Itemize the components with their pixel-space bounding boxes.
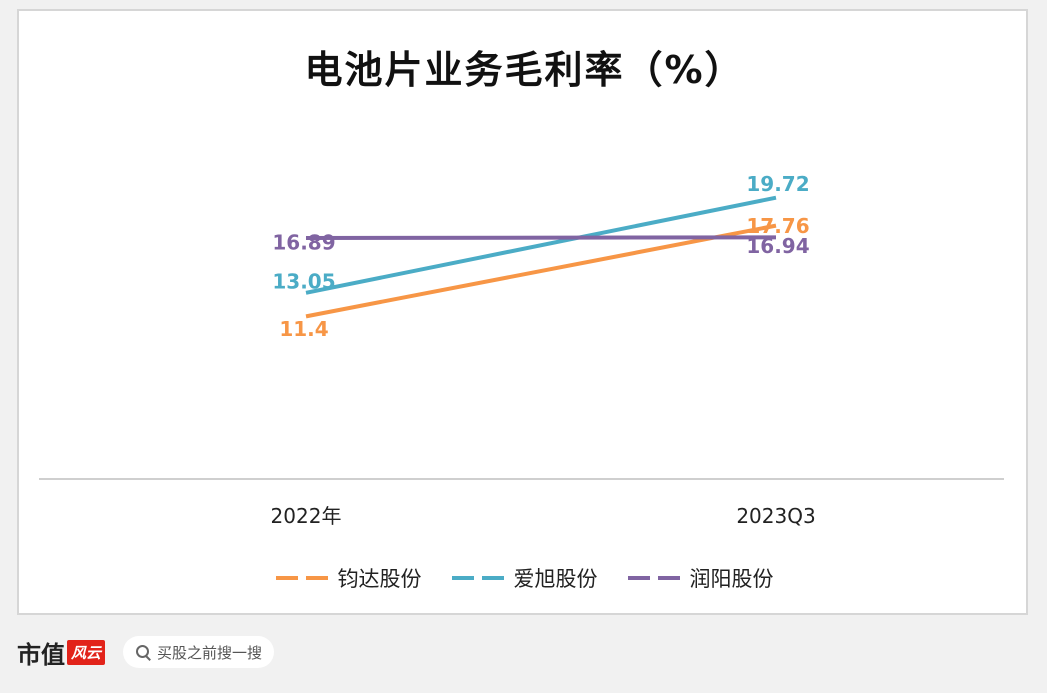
legend-swatch [275,576,330,580]
data-label: 19.72 [746,172,809,196]
legend-item: 爱旭股份 [451,563,598,593]
data-label: 11.4 [279,317,328,341]
legend-swatch [627,576,682,580]
legend-item: 润阳股份 [627,563,774,593]
legend-label: 润阳股份 [689,567,774,591]
brand-logo[interactable]: 市值 风云 [17,635,106,670]
legend-item: 钧达股份 [275,563,422,593]
chart-frame: 电池片业务毛利率（%） 2022年 2023Q3 11.4 17.76 13.05 19.… [17,9,1028,615]
chart-legend: 钧达股份 爱旭股份 润阳股份 [19,563,1030,593]
series-line [305,195,777,295]
x-tick-label: 2022年 [271,504,342,528]
legend-swatch [451,576,506,580]
legend-label: 爱旭股份 [513,567,598,591]
search-icon [135,644,151,660]
chart-title: 电池片业务毛利率（%） [304,48,745,92]
data-label: 17.76 [746,214,809,238]
search-placeholder: 买股之前搜一搜 [157,643,263,662]
legend-label: 钧达股份 [337,567,422,591]
data-label: 16.89 [272,231,335,255]
footer-bar: 市值 风云 买股之前搜一搜 [17,632,275,672]
chart-plot: 2022年 2023Q3 11.4 17.76 13.05 19.72 16.89 16.94 [39,172,1004,528]
x-tick-label: 2023Q3 [736,504,815,528]
series-line [305,223,777,319]
data-label: 16.94 [746,234,809,258]
brand-text: 市值 [17,639,65,669]
data-label: 13.05 [272,269,335,293]
brand-seal: 风云 [67,639,106,665]
search-box[interactable]: 买股之前搜一搜 [123,636,275,668]
series-line [305,235,777,241]
